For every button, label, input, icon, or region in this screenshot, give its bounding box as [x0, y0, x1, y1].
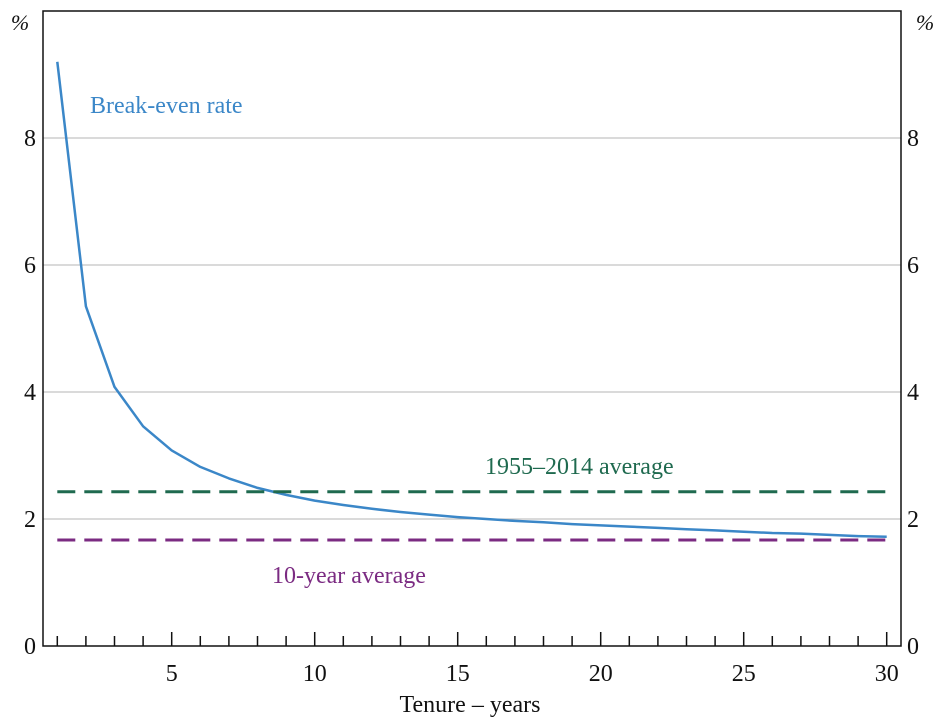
ticks: 0 0 2 2 4 4 6 6 8 8 5 10 15 20 25 30 [24, 126, 919, 687]
y-tick-label-right: 0 [907, 634, 919, 660]
label-1955-2014-average: 1955–2014 average [485, 454, 674, 480]
gridlines [43, 137, 901, 520]
y-tick-label-right: 2 [907, 507, 919, 533]
y-unit-right: % [916, 10, 934, 35]
x-tick-label: 30 [875, 661, 899, 687]
y-tick-label-left: 0 [24, 634, 36, 660]
x-tick-label: 10 [303, 661, 327, 687]
label-break-even-rate: Break-even rate [90, 93, 243, 119]
label-10-year-average: 10-year average [272, 563, 426, 589]
y-tick-label-right: 4 [907, 380, 919, 406]
y-tick-label-left: 8 [24, 126, 36, 152]
y-tick-label-right: 6 [907, 253, 919, 279]
plot-frame [42, 10, 902, 647]
y-unit-left: % [11, 10, 29, 35]
y-tick-label-left: 4 [24, 380, 36, 406]
series-layer [56, 61, 887, 542]
x-axis-title: Tenure – years [400, 692, 541, 718]
y-tick-label-left: 6 [24, 253, 36, 279]
x-tick-label: 20 [589, 661, 613, 687]
x-tick-label: 15 [446, 661, 470, 687]
x-tick-label: 25 [732, 661, 756, 687]
y-tick-label-left: 2 [24, 507, 36, 533]
y-tick-label-right: 8 [907, 126, 919, 152]
series-line-break-even-rate [56, 61, 887, 539]
x-tick-label: 5 [166, 661, 178, 687]
